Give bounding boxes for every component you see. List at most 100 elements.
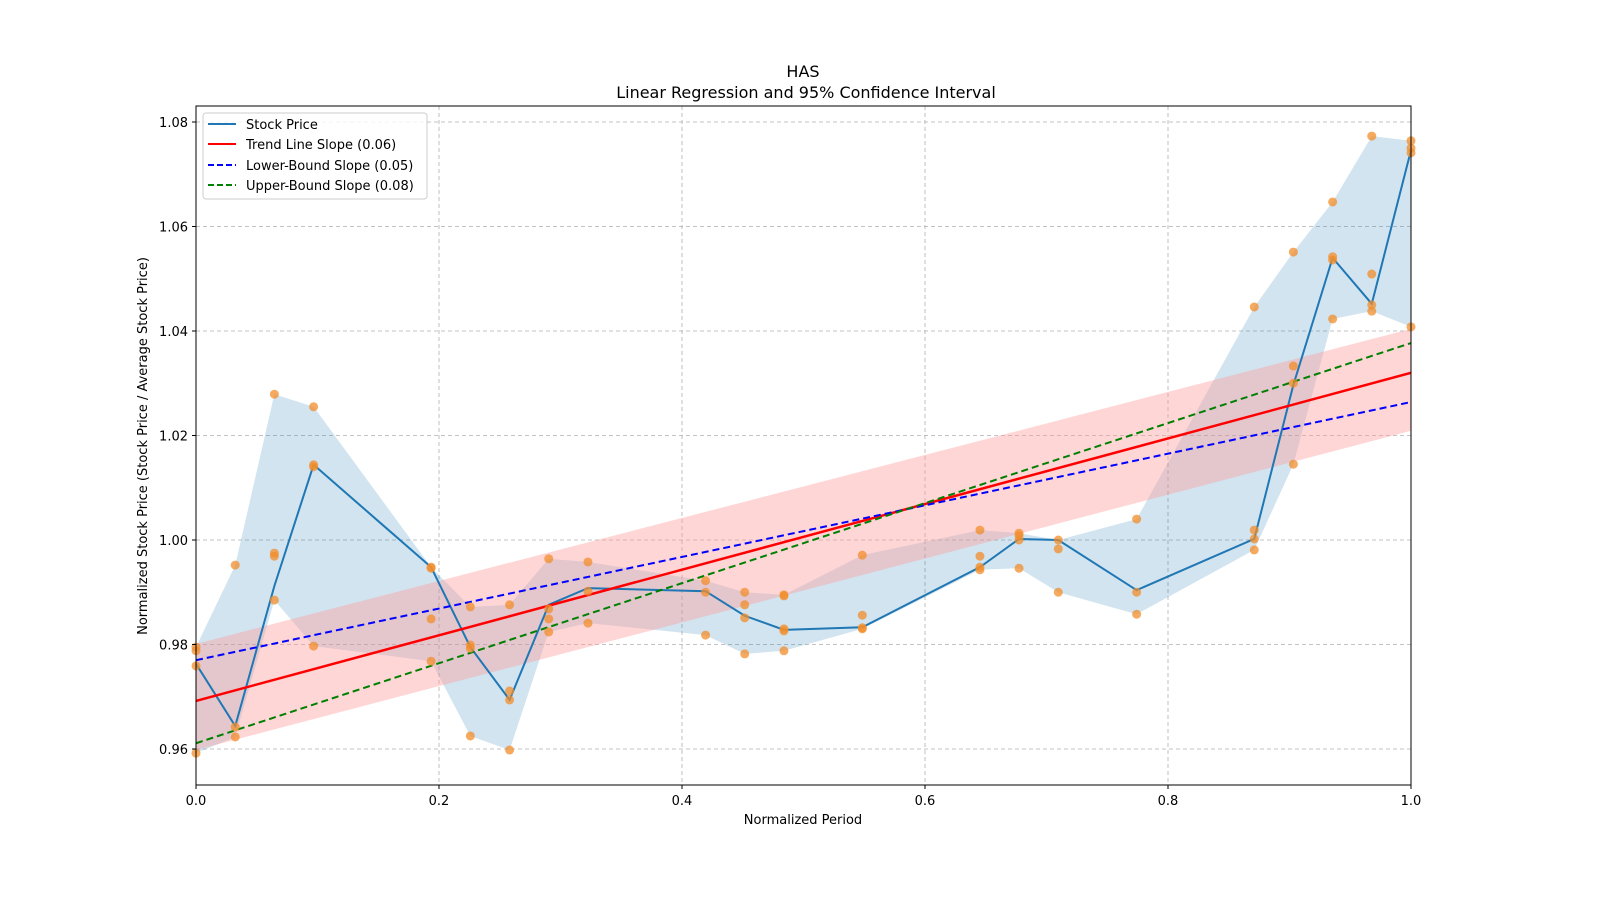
scatter-point [465, 731, 475, 741]
scatter-point [1367, 269, 1377, 279]
scatter-point [1288, 247, 1298, 257]
scatter-point [779, 626, 789, 636]
plot-frame [195, 105, 1412, 786]
lower-bound-line [195, 401, 1412, 662]
scatter-point [857, 550, 867, 560]
x-tick-label: 0.0 [186, 794, 207, 809]
scatter-point [1132, 587, 1142, 597]
x-axis-label: Normalized Period [744, 813, 862, 828]
y-ticks: 0.96 0.98 1.00 1.02 1.04 1.06 1.08 [159, 116, 196, 758]
scatter-point [1367, 300, 1377, 310]
scatter-point [309, 462, 319, 472]
y-tick-label: 1.08 [159, 116, 188, 131]
scatter-point [230, 722, 240, 732]
scatter-point [779, 591, 789, 601]
scatter-point [1328, 314, 1338, 324]
scatter-point [230, 560, 240, 570]
scatter-point [1014, 563, 1024, 573]
scatter-point [1053, 544, 1063, 554]
scatter-point [740, 600, 750, 610]
scatter-point [701, 587, 711, 597]
scatter-point [465, 643, 475, 653]
scatter-point [1132, 514, 1142, 524]
scatter-point [583, 618, 593, 628]
min-max-band [196, 136, 1411, 754]
legend-label-lower-bound: Lower-Bound Slope (0.05) [246, 159, 413, 174]
y-tick-label: 1.02 [159, 430, 188, 445]
scatter-point [269, 551, 279, 561]
y-tick-label: 0.98 [159, 639, 188, 654]
x-tick-label: 0.2 [429, 794, 450, 809]
scatter-point [1014, 535, 1024, 545]
scatter-point [426, 614, 436, 624]
scatter-point [857, 610, 867, 620]
scatter-point [975, 565, 985, 575]
scatter-point [309, 402, 319, 412]
scatter-point [740, 649, 750, 659]
x-tick-label: 0.8 [1158, 794, 1179, 809]
scatter-point [1249, 525, 1259, 535]
y-tick-label: 1.04 [159, 325, 188, 340]
scatter-point [975, 525, 985, 535]
scatter-point [426, 563, 436, 573]
scatter-point [740, 587, 750, 597]
scatter-point [505, 600, 515, 610]
scatter-point [505, 695, 515, 705]
scatter-point [1249, 534, 1259, 544]
scatter-point [1367, 131, 1377, 141]
scatter-point [544, 614, 554, 624]
upper-bound-line [195, 342, 1412, 745]
scatter-point [583, 557, 593, 567]
scatter-point [1249, 302, 1259, 312]
scatter-point [269, 389, 279, 399]
scatter-point [1288, 361, 1298, 371]
legend-label-trend-line: Trend Line Slope (0.06) [245, 138, 396, 153]
scatter-point [1053, 535, 1063, 545]
scatter-point [1328, 255, 1338, 265]
legend-label-stock-price: Stock Price [246, 118, 318, 133]
scatter-point [1288, 459, 1298, 469]
scatter-point [544, 554, 554, 564]
scatter-point [701, 576, 711, 586]
scatter-point [740, 613, 750, 623]
y-tick-label: 1.06 [159, 221, 188, 236]
stock-price-line [195, 149, 1412, 729]
scatter-point [701, 630, 711, 640]
scatter-point [779, 646, 789, 656]
scatter-point [544, 627, 554, 637]
scatter-point [505, 745, 515, 755]
trend-line [195, 371, 1412, 703]
scatter-point [857, 624, 867, 634]
scatter-points [191, 131, 1416, 758]
scatter-point [1288, 378, 1298, 388]
legend-box [202, 112, 428, 200]
scatter-point [309, 641, 319, 651]
scatter-point [465, 602, 475, 612]
scatter-point [544, 604, 554, 614]
y-tick-label: 0.96 [159, 743, 188, 758]
legend-label-upper-bound: Upper-Bound Slope (0.08) [246, 179, 414, 194]
y-tick-label: 1.00 [159, 534, 188, 549]
x-tick-label: 1.0 [1401, 794, 1422, 809]
scatter-point [1249, 545, 1259, 555]
legend: Stock Price Trend Line Slope (0.06) Lowe… [202, 112, 428, 200]
y-axis-label: Normalized Stock Price (Stock Price / Av… [136, 257, 151, 635]
chart-subtitle: Linear Regression and 95% Confidence Int… [616, 83, 996, 102]
lines [195, 149, 1412, 745]
scatter-point [1053, 587, 1063, 597]
scatter-point [583, 586, 593, 596]
scatter-point [505, 686, 515, 696]
bands [196, 136, 1411, 754]
scatter-point [269, 595, 279, 605]
scatter-point [975, 551, 985, 561]
x-tick-label: 0.4 [672, 794, 693, 809]
chart-title: HAS [786, 62, 819, 81]
scatter-point [1328, 197, 1338, 207]
scatter-point [1132, 609, 1142, 619]
x-tick-label: 0.6 [915, 794, 936, 809]
x-ticks: 0.0 0.2 0.4 0.6 0.8 1.0 [186, 785, 1422, 809]
scatter-point [426, 656, 436, 666]
scatter-point [230, 732, 240, 742]
trend-confidence-band [196, 328, 1411, 751]
